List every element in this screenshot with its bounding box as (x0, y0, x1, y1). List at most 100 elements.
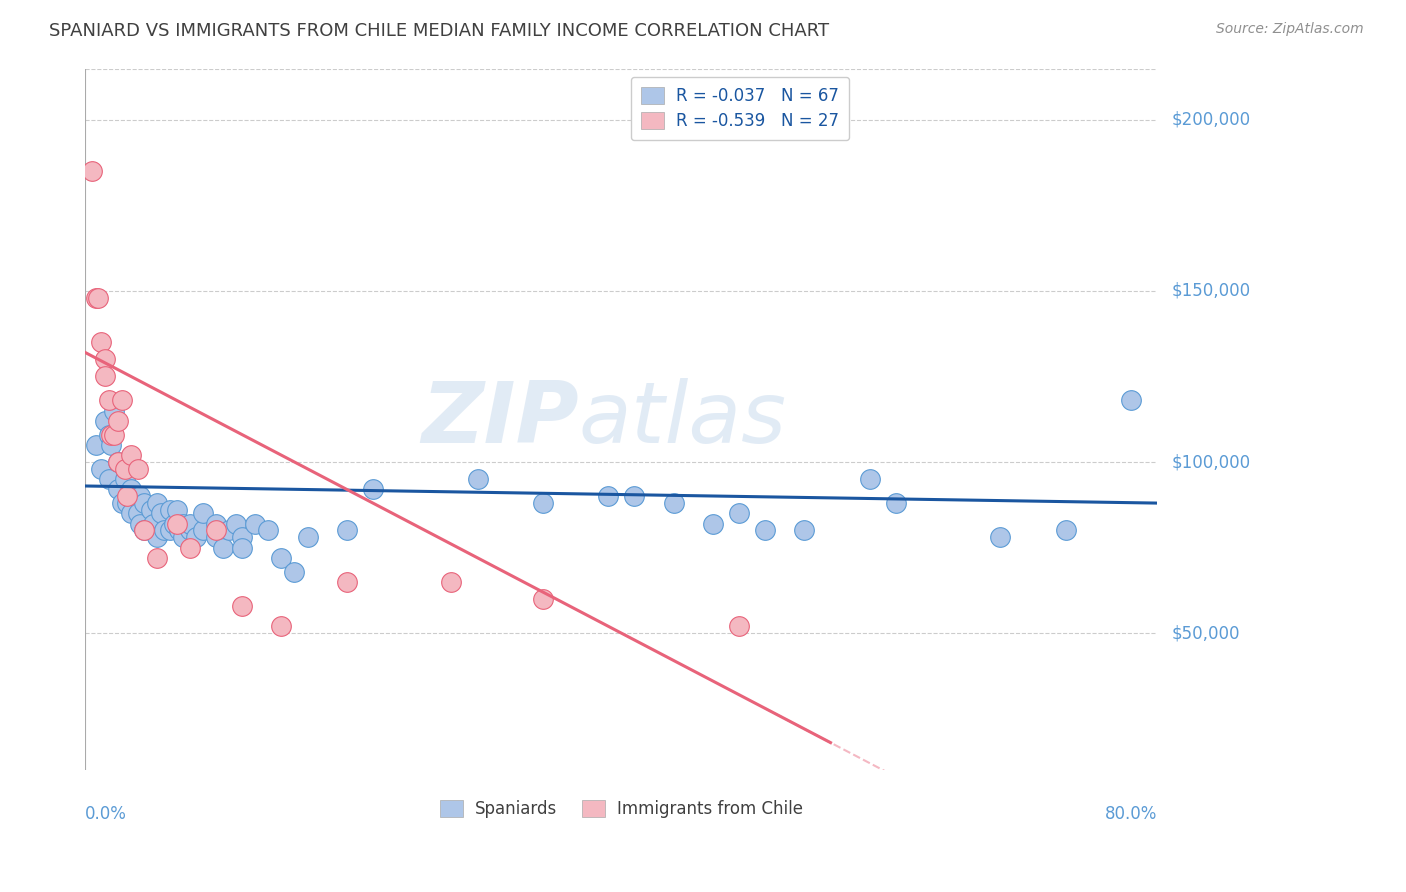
Point (94, 352, 117, 367)
Point (205, 516, 228, 531)
Point (283, 565, 305, 579)
Point (107, 414, 129, 428)
Point (127, 507, 149, 521)
Point (114, 472, 136, 486)
Point (205, 530, 228, 544)
Point (662, 496, 685, 510)
Point (134, 496, 156, 510)
Point (231, 530, 253, 544)
Text: ZIP: ZIP (420, 377, 578, 461)
Text: $50,000: $50,000 (1171, 624, 1240, 642)
Point (90, 462, 112, 476)
Point (142, 516, 165, 531)
Text: atlas: atlas (578, 377, 786, 461)
Point (134, 524, 156, 538)
Point (440, 574, 463, 589)
Point (336, 574, 359, 589)
Point (159, 503, 181, 517)
Text: 80.0%: 80.0% (1105, 805, 1157, 823)
Point (90, 335, 112, 350)
Point (97, 393, 120, 408)
Point (218, 524, 240, 538)
Point (97, 427, 120, 442)
Point (728, 619, 751, 633)
Point (120, 507, 142, 521)
Text: Source: ZipAtlas.com: Source: ZipAtlas.com (1216, 22, 1364, 37)
Point (179, 516, 201, 531)
Point (728, 507, 751, 521)
Point (172, 516, 194, 531)
Point (139, 503, 162, 517)
Point (166, 503, 188, 517)
Point (191, 524, 214, 538)
Point (231, 541, 253, 555)
Point (297, 530, 319, 544)
Point (191, 507, 214, 521)
Point (257, 524, 280, 538)
Point (124, 489, 146, 503)
Point (169, 524, 191, 538)
Point (598, 489, 620, 503)
Point (159, 524, 181, 538)
Point (231, 599, 253, 613)
Point (111, 496, 134, 510)
Point (270, 550, 292, 565)
Point (150, 507, 173, 521)
Point (100, 438, 122, 452)
Point (205, 524, 228, 538)
Text: SPANIARD VS IMMIGRANTS FROM CHILE MEDIAN FAMILY INCOME CORRELATION CHART: SPANIARD VS IMMIGRANTS FROM CHILE MEDIAN… (49, 22, 830, 40)
Point (115, 455, 138, 469)
Point (152, 524, 174, 538)
Point (754, 524, 776, 538)
Point (114, 462, 136, 476)
Point (211, 541, 233, 555)
Point (115, 489, 138, 503)
Point (336, 524, 359, 538)
Point (129, 489, 152, 503)
Text: 0.0%: 0.0% (86, 805, 127, 823)
Point (103, 403, 125, 417)
Point (146, 496, 169, 510)
Point (120, 483, 142, 497)
Point (623, 489, 645, 503)
Legend: Spaniards, Immigrants from Chile: Spaniards, Immigrants from Chile (433, 793, 810, 825)
Point (859, 472, 882, 486)
Point (531, 496, 554, 510)
Point (107, 455, 129, 469)
Point (270, 619, 292, 633)
Point (146, 530, 169, 544)
Point (186, 530, 208, 544)
Point (163, 516, 186, 531)
Point (179, 541, 201, 555)
Point (97, 472, 120, 486)
Point (361, 483, 384, 497)
Point (84, 291, 107, 305)
Point (793, 524, 815, 538)
Point (146, 550, 169, 565)
Point (179, 524, 201, 538)
Point (107, 455, 129, 469)
Point (134, 524, 156, 538)
Point (884, 496, 907, 510)
Point (120, 448, 142, 462)
Point (129, 516, 152, 531)
Point (94, 369, 117, 384)
Point (166, 516, 188, 531)
Point (115, 496, 138, 510)
Point (172, 530, 194, 544)
Text: $200,000: $200,000 (1171, 111, 1250, 128)
Text: $150,000: $150,000 (1171, 282, 1250, 300)
Point (107, 483, 129, 497)
Point (100, 427, 122, 442)
Point (80, 164, 103, 178)
Point (84, 438, 107, 452)
Point (1054, 524, 1077, 538)
Point (990, 530, 1012, 544)
Point (531, 591, 554, 606)
Text: $100,000: $100,000 (1171, 453, 1250, 471)
Point (702, 516, 724, 531)
Point (87, 291, 110, 305)
Point (103, 427, 125, 442)
Point (467, 472, 489, 486)
Point (225, 516, 247, 531)
